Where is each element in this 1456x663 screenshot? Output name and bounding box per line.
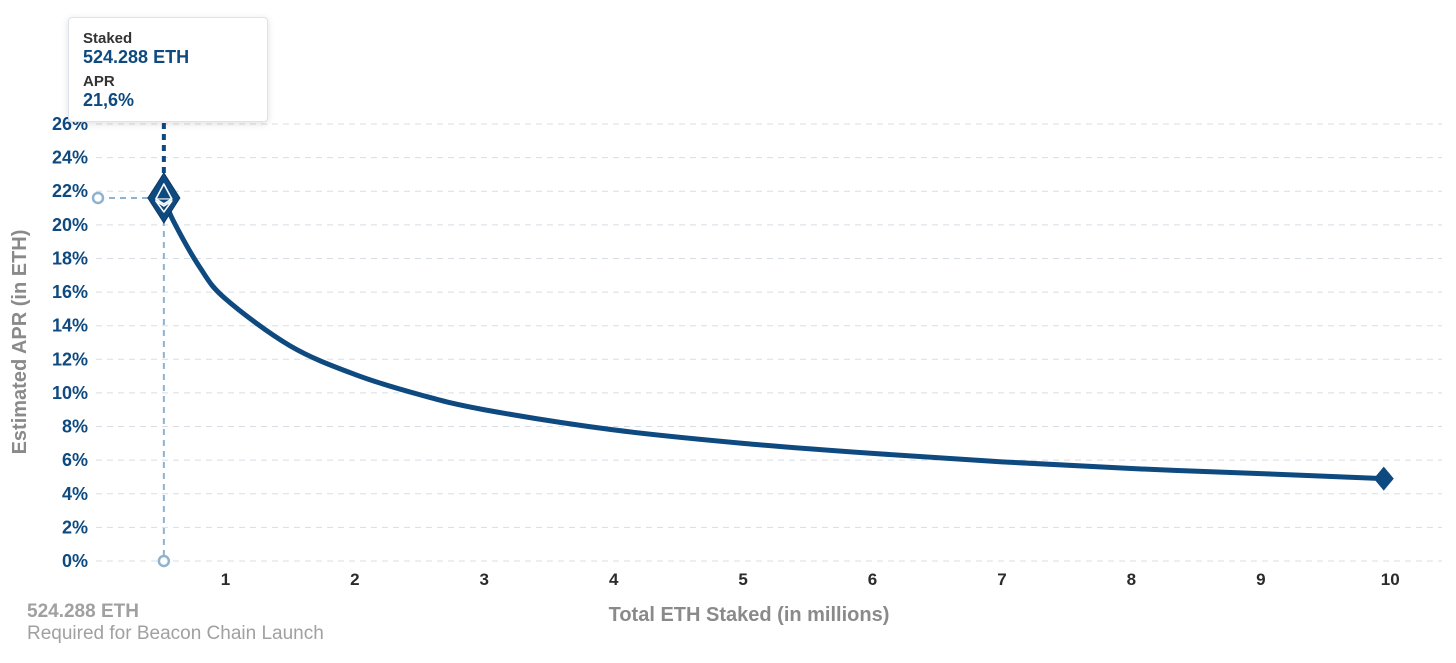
y-axis-title: Estimated APR (in ETH) bbox=[9, 230, 31, 455]
y-tick-label: 12% bbox=[52, 349, 88, 369]
y-tick-label: 8% bbox=[62, 417, 88, 437]
launch-footnote: 524.288 ETH Required for Beacon Chain La… bbox=[27, 601, 324, 645]
y-tick-label: 20% bbox=[52, 215, 88, 235]
y-tick-label: 6% bbox=[62, 450, 88, 470]
tooltip-staked-value: 524.288 ETH bbox=[83, 47, 190, 67]
y-tick-label: 18% bbox=[52, 248, 88, 268]
x-axis-ticks: 1 2 3 4 5 6 7 8 9 10 bbox=[221, 570, 1400, 589]
y-tick-label: 2% bbox=[62, 517, 88, 537]
x-tick-label: 1 bbox=[221, 570, 230, 589]
x-tick-label: 9 bbox=[1256, 570, 1265, 589]
gridlines bbox=[96, 123, 1442, 562]
x-tick-label: 7 bbox=[997, 570, 1006, 589]
x-tick-label: 2 bbox=[350, 570, 359, 589]
tooltip-apr-label: APR bbox=[83, 73, 115, 90]
tooltip-apr-value: 21,6% bbox=[83, 90, 135, 110]
y-tick-label: 14% bbox=[52, 316, 88, 336]
y-tick-label: 0% bbox=[62, 551, 88, 571]
x-axis-guide-dot bbox=[157, 554, 171, 568]
y-tick-label: 22% bbox=[52, 181, 88, 201]
ethereum-icon-lower bbox=[155, 200, 173, 213]
x-tick-label: 8 bbox=[1127, 570, 1136, 589]
y-axis-ticks: 0%2%4%6%8%10%12%14%16%18%20%22%24%26% bbox=[52, 114, 88, 571]
y-tick-label: 16% bbox=[52, 282, 88, 302]
y-tick-label: 24% bbox=[52, 148, 88, 168]
x-axis-title: Total ETH Staked (in millions) bbox=[609, 604, 890, 626]
y-tick-label: 10% bbox=[52, 383, 88, 403]
x-tick-label: 6 bbox=[868, 570, 877, 589]
y-axis-guide-dot bbox=[91, 191, 105, 205]
x-tick-label: 5 bbox=[738, 570, 747, 589]
ethereum-icon bbox=[155, 183, 173, 205]
diamond-shape bbox=[147, 172, 181, 224]
tooltip-staked-label: Staked bbox=[83, 30, 133, 47]
footnote-description: Required for Beacon Chain Launch bbox=[27, 623, 324, 644]
y-tick-label: 4% bbox=[62, 484, 88, 504]
data-tooltip: Staked 524.288 ETH APR 21,6% bbox=[68, 17, 268, 122]
footnote-value: 524.288 ETH bbox=[27, 601, 139, 622]
eth-diamond-marker bbox=[147, 172, 181, 224]
markers bbox=[147, 172, 1394, 491]
x-tick-label: 4 bbox=[609, 570, 619, 589]
x-tick-label: 3 bbox=[480, 570, 489, 589]
x-tick-label: 10 bbox=[1381, 570, 1400, 589]
highlight-guides bbox=[91, 123, 171, 568]
end-diamond-marker bbox=[1373, 466, 1394, 491]
apr-curve bbox=[161, 195, 1387, 482]
